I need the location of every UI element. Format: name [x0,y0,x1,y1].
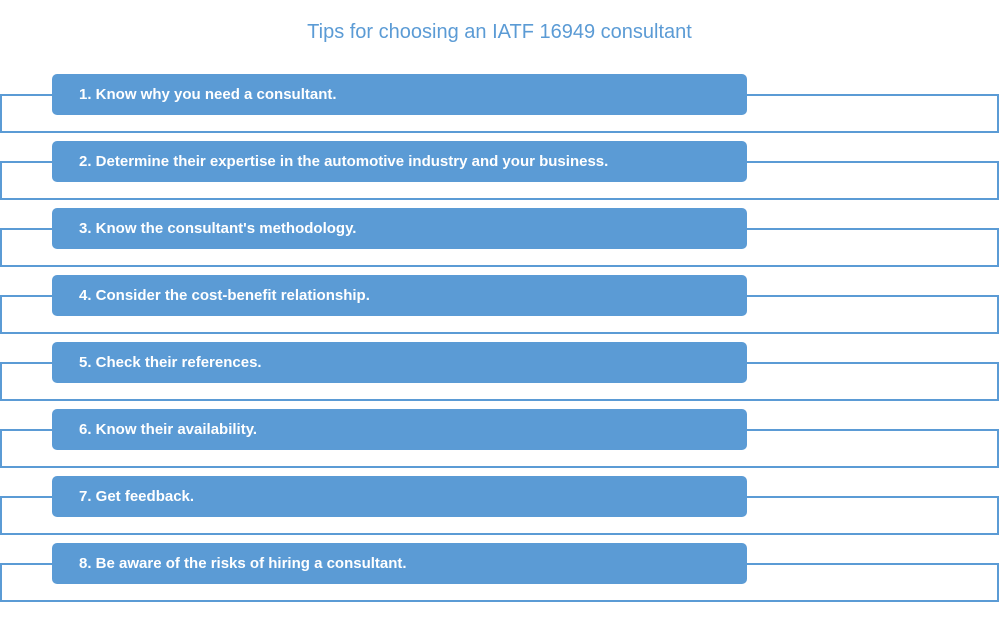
tip-label: 5. Check their references. [79,354,262,371]
tip-item-5: 5. Check their references. [0,342,999,401]
tip-item-1: 1. Know why you need a consultant. [0,74,999,133]
diagram-title: Tips for choosing an IATF 16949 consulta… [307,21,692,43]
tip-item-6: 6. Know their availability. [0,409,999,468]
tip-pill: 6. Know their availability. [52,409,747,450]
tip-pill: 1. Know why you need a consultant. [52,74,747,115]
tip-pill: 2. Determine their expertise in the auto… [52,141,747,182]
tip-item-3: 3. Know the consultant's methodology. [0,208,999,267]
tip-item-4: 4. Consider the cost-benefit relationshi… [0,275,999,334]
tip-pill: 8. Be aware of the risks of hiring a con… [52,543,747,584]
tip-pill: 3. Know the consultant's methodology. [52,208,747,249]
tip-item-2: 2. Determine their expertise in the auto… [0,141,999,200]
tip-label: 7. Get feedback. [79,488,195,505]
tip-label: 8. Be aware of the risks of hiring a con… [79,555,407,572]
tip-label: 3. Know the consultant's methodology. [79,220,357,237]
tip-label: 6. Know their availability. [79,421,258,438]
tip-pill: 4. Consider the cost-benefit relationshi… [52,275,747,316]
tip-item-7: 7. Get feedback. [0,476,999,535]
tip-pill: 7. Get feedback. [52,476,747,517]
tip-pill: 5. Check their references. [52,342,747,383]
tip-label: 4. Consider the cost-benefit relationshi… [79,287,370,304]
tip-label: 2. Determine their expertise in the auto… [79,153,609,170]
tip-label: 1. Know why you need a consultant. [79,86,337,103]
tip-item-8: 8. Be aware of the risks of hiring a con… [0,543,999,602]
